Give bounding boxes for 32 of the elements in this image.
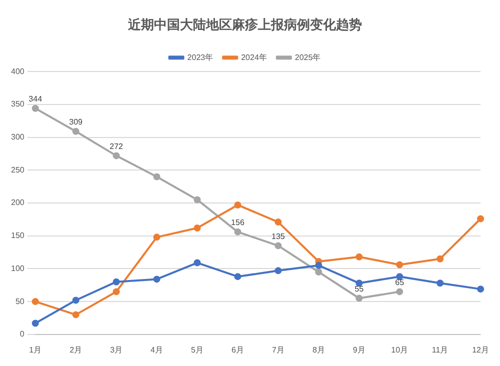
data-label: 135	[272, 232, 286, 241]
x-tick-label: 2月	[70, 345, 82, 354]
x-tick-label: 11月	[432, 345, 448, 354]
x-tick-label: 7月	[272, 345, 284, 354]
x-tick-label: 9月	[352, 345, 366, 354]
y-tick-label: 250	[10, 165, 25, 174]
y-tick-label: 300	[10, 132, 25, 142]
data-label: 272	[110, 142, 124, 151]
data-label: 309	[69, 118, 84, 127]
y-tick-label: 400	[10, 66, 25, 76]
y-tick-label: 350	[10, 100, 25, 109]
legend-label: 2024年	[241, 52, 267, 62]
legend-label: 2025年	[294, 52, 321, 62]
legend-label: 2023年	[187, 52, 214, 62]
y-tick-label: 100	[10, 264, 25, 273]
data-label: 156	[231, 218, 245, 228]
x-tick-label: 8月	[312, 345, 325, 354]
y-tick-label: 200	[10, 198, 25, 208]
x-tick-label: 5月	[191, 345, 204, 354]
data-label: 344	[28, 94, 43, 104]
y-tick-label: 150	[10, 231, 25, 240]
chart-title: 近期中国大陆地区麻疹上报病例变化趋势	[127, 17, 362, 34]
x-tick-label: 12月	[472, 345, 490, 354]
x-tick-label: 6月	[231, 345, 244, 354]
x-tick-label: 3月	[110, 345, 123, 354]
data-label: 65	[395, 278, 405, 287]
data-label: 55	[354, 284, 364, 294]
x-tick-label: 1月	[29, 345, 42, 354]
x-tick-label: 10月	[391, 345, 408, 354]
x-tick-label: 4月	[150, 345, 163, 354]
y-tick-label: 50	[15, 296, 25, 306]
y-tick-label: 0	[20, 330, 25, 339]
